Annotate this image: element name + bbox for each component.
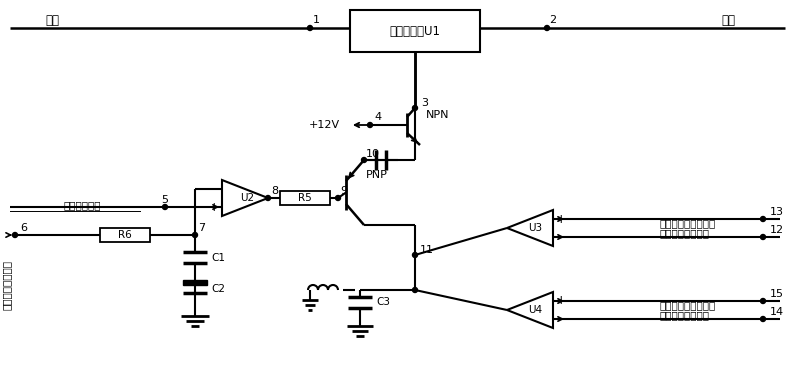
Polygon shape (222, 180, 268, 216)
Text: 2: 2 (550, 15, 557, 25)
Text: 5: 5 (162, 195, 169, 205)
Text: 压控衰减器U1: 压控衰减器U1 (390, 25, 441, 37)
Text: 14: 14 (770, 307, 784, 317)
Circle shape (367, 123, 373, 128)
Bar (350, 10, 480, 52)
Circle shape (162, 205, 167, 210)
Polygon shape (507, 292, 553, 328)
Text: C1: C1 (211, 253, 225, 263)
Polygon shape (507, 210, 553, 246)
Circle shape (335, 196, 341, 200)
Text: 输出功率电压信号: 输出功率电压信号 (2, 260, 12, 310)
Text: 8: 8 (271, 186, 278, 196)
Text: 15: 15 (770, 289, 784, 299)
Circle shape (413, 105, 418, 110)
Circle shape (307, 26, 313, 30)
Circle shape (761, 235, 766, 240)
Text: +: + (208, 200, 219, 214)
Text: 12: 12 (770, 225, 784, 235)
Text: 10: 10 (366, 149, 380, 159)
Text: −: − (556, 312, 566, 326)
Text: R6: R6 (118, 230, 132, 240)
Text: 7: 7 (198, 223, 205, 233)
Bar (280, 191, 330, 205)
Text: 6: 6 (20, 223, 27, 233)
Text: PNP: PNP (366, 170, 388, 180)
Text: 输出设定信号: 输出设定信号 (63, 200, 101, 210)
Text: +12V: +12V (309, 120, 340, 130)
Circle shape (193, 233, 198, 238)
Circle shape (761, 298, 766, 303)
Text: 3: 3 (421, 98, 428, 108)
Bar (100, 228, 150, 242)
Circle shape (362, 158, 366, 163)
Circle shape (761, 217, 766, 221)
Text: C2: C2 (211, 284, 225, 294)
Circle shape (413, 287, 418, 293)
Text: 13: 13 (770, 207, 784, 217)
Text: R5: R5 (298, 193, 312, 203)
Text: +: + (556, 294, 566, 307)
Text: U4: U4 (528, 305, 542, 315)
Text: 1: 1 (313, 15, 319, 25)
Text: 输出驻波比设定信号: 输出驻波比设定信号 (660, 300, 716, 310)
Text: 输出: 输出 (721, 14, 735, 26)
Text: −: − (209, 182, 219, 196)
Text: U3: U3 (528, 223, 542, 233)
Text: 4: 4 (374, 112, 381, 122)
Text: 反射功率电压信号: 反射功率电压信号 (660, 310, 710, 320)
Text: −: − (556, 231, 566, 244)
Text: U2: U2 (240, 193, 254, 203)
Text: 输出功率电压信号: 输出功率电压信号 (660, 228, 710, 238)
Circle shape (266, 196, 270, 200)
Circle shape (761, 317, 766, 321)
Text: 11: 11 (420, 245, 434, 255)
Text: +: + (556, 212, 566, 226)
Circle shape (13, 233, 18, 238)
Text: 输入: 输入 (45, 14, 59, 26)
Text: 输出过功率设定信号: 输出过功率设定信号 (660, 218, 716, 228)
Circle shape (413, 252, 418, 258)
Text: C3: C3 (376, 297, 390, 307)
Text: NPN: NPN (426, 110, 450, 120)
Text: 9: 9 (340, 186, 347, 196)
Bar (183, 280, 207, 285)
Circle shape (545, 26, 550, 30)
